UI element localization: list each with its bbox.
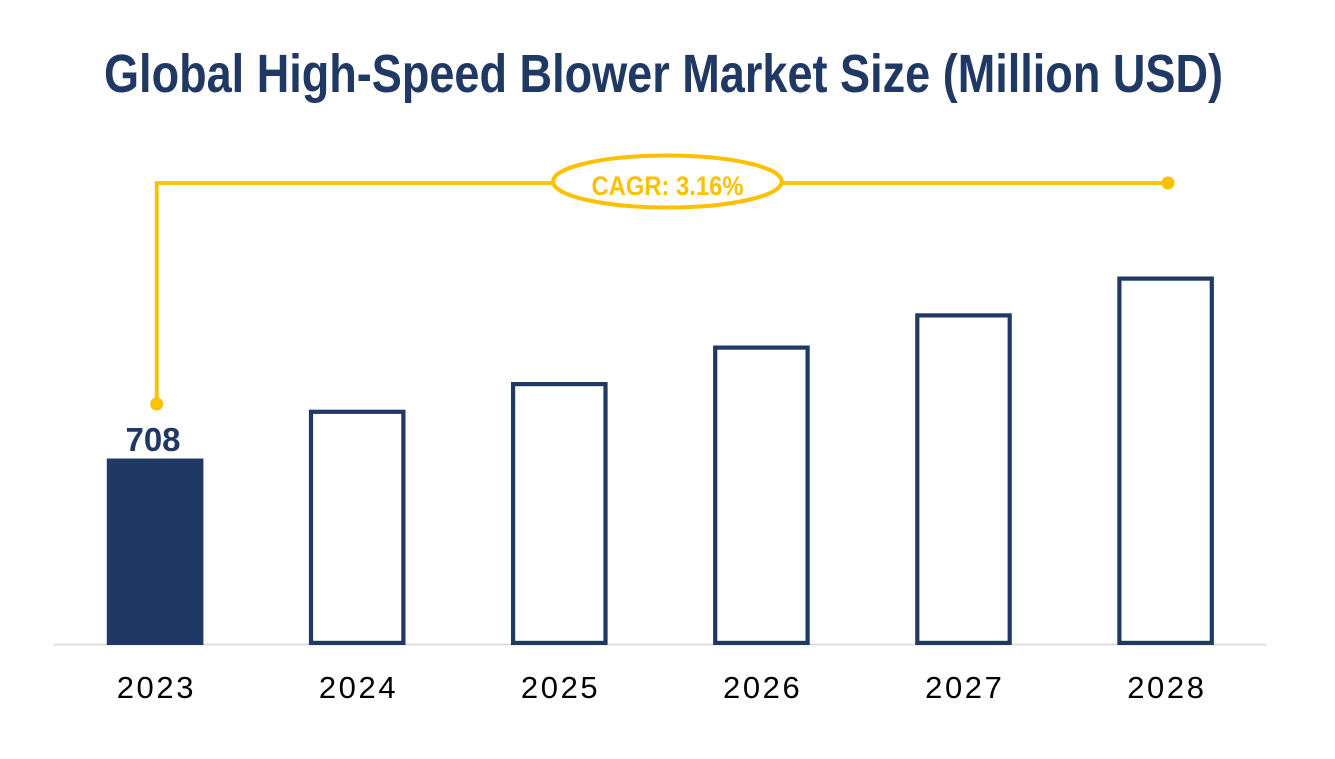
svg-text:CAGR: 3.16%: CAGR: 3.16% — [592, 171, 744, 201]
svg-text:708: 708 — [125, 421, 180, 458]
svg-text:2028: 2028 — [1127, 670, 1206, 705]
svg-text:2025: 2025 — [521, 670, 600, 705]
svg-text:2027: 2027 — [925, 670, 1004, 705]
svg-text:Global High-Speed Blower Marke: Global High-Speed Blower Market Size (Mi… — [104, 44, 1223, 104]
svg-text:2023: 2023 — [117, 670, 196, 705]
svg-text:2024: 2024 — [319, 670, 398, 705]
svg-text:2026: 2026 — [723, 670, 802, 705]
